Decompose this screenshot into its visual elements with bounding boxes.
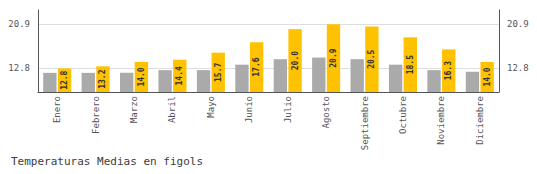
svg-text:16.3: 16.3 (444, 61, 453, 80)
svg-text:Septiembre: Septiembre (360, 96, 370, 150)
svg-text:14.0: 14.0 (483, 67, 492, 86)
svg-text:12.8: 12.8 (60, 70, 69, 89)
svg-text:20.9: 20.9 (8, 19, 30, 29)
svg-text:13.2: 13.2 (98, 69, 107, 88)
svg-text:14.0: 14.0 (137, 67, 146, 86)
svg-text:Febrero: Febrero (91, 96, 101, 134)
svg-text:12.8: 12.8 (507, 63, 529, 73)
svg-text:Abril: Abril (167, 96, 177, 123)
svg-text:15.7: 15.7 (214, 63, 223, 82)
svg-text:Octubre: Octubre (398, 96, 408, 134)
svg-text:17.6: 17.6 (252, 57, 261, 76)
svg-text:Diciembre: Diciembre (475, 96, 485, 145)
svg-text:20.9: 20.9 (329, 48, 338, 67)
svg-text:20.9: 20.9 (507, 19, 529, 29)
svg-text:20.5: 20.5 (367, 49, 376, 68)
svg-text:Julio: Julio (283, 96, 293, 123)
svg-text:Agosto: Agosto (321, 96, 331, 129)
svg-text:Junio: Junio (244, 96, 254, 123)
svg-text:20.0: 20.0 (291, 51, 300, 70)
svg-text:Marzo: Marzo (129, 96, 139, 123)
svg-text:12.8: 12.8 (8, 63, 30, 73)
svg-text:Enero: Enero (52, 96, 62, 123)
svg-text:18.5: 18.5 (406, 55, 415, 74)
svg-text:Mayo: Mayo (206, 96, 216, 118)
svg-text:14.4: 14.4 (175, 66, 184, 85)
svg-text:Temperaturas Medias en figols: Temperaturas Medias en figols (11, 155, 203, 168)
svg-text:Noviembre: Noviembre (436, 96, 446, 145)
